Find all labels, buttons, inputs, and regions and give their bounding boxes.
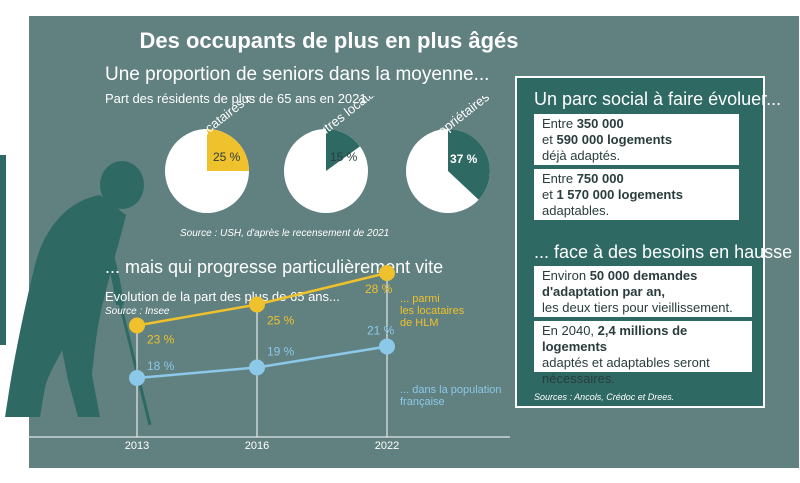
annotation-france-line: ... dans la population [400, 384, 502, 396]
page-title: Des occupants de plus en plus âgés [139, 28, 519, 53]
annotation-hlm-line: ... parmi [400, 293, 440, 305]
data-point [379, 265, 395, 281]
sidebar-box-2040: En 2040, 2,4 millions de logements adapt… [534, 321, 752, 386]
annotation-hlm-line: de HLM [400, 317, 439, 329]
data-label: 23 % [147, 333, 175, 347]
data-point [249, 359, 265, 376]
sidebar-box-adaptable: Entre 750 000 et 1 570 000 logements ada… [534, 169, 739, 220]
pie-category-labels: Locataires HLM Autres locataires Proprié… [191, 96, 520, 146]
pie-hlm-slice [207, 129, 249, 171]
pie-hlm-value: 25 % [213, 150, 241, 164]
section2-source: Source : Insee [105, 306, 170, 317]
sidebar-box-adapted: Entre 350 000 et 590 000 logements déjà … [534, 114, 739, 165]
sidebar-title: Un parc social à faire évoluer... [534, 89, 782, 109]
data-point [129, 370, 145, 386]
data-label: 21 % [367, 324, 395, 338]
section1-subheading: Part des résidents de plus de 65 ans en … [105, 91, 367, 106]
data-label: 25 % [267, 314, 295, 328]
x-tick-label: 2013 [125, 440, 149, 452]
data-label: 28 % [365, 282, 393, 296]
pie-hlm: 25 % [165, 129, 249, 213]
sidebar-title2: ... face à des besoins en hausse [534, 242, 793, 262]
data-label: 19 % [267, 345, 295, 359]
pie-autres-slice [326, 129, 360, 171]
pie-proprio-slice [448, 129, 490, 200]
x-tick-label: 2022 [375, 440, 399, 452]
data-point [129, 317, 145, 334]
data-point [379, 338, 395, 355]
section1-source: Source : USH, d'après le recensement de … [180, 228, 390, 239]
annotation-hlm-line: les locataires [400, 305, 465, 317]
section1-heading: Une proportion de seniors dans la moyenn… [105, 64, 490, 85]
sidebar-box-demands: Environ 50 000 demandes d'adaptation par… [534, 266, 752, 317]
section2-heading: ... mais qui progresse particulièrement … [105, 257, 444, 277]
data-point [249, 296, 265, 313]
pie-autres: 15 % [284, 129, 368, 213]
pie-charts: 25 % 15 % 37 % [165, 129, 490, 213]
pie-proprio-value: 37 % [450, 152, 478, 166]
section2-subheading: Evolution de la part des plus de 65 ans.… [105, 289, 340, 304]
data-label: 18 % [147, 359, 175, 373]
sidebar-source: Sources : Ancols, Crédoc et Drees. [534, 392, 675, 402]
x-tick-label: 2016 [245, 440, 269, 452]
annotation-france-line: française [400, 396, 445, 408]
elderly-silhouette-icon [0, 155, 152, 426]
pie-autres-value: 15 % [330, 150, 358, 164]
pie-proprio: 37 % [406, 129, 490, 213]
